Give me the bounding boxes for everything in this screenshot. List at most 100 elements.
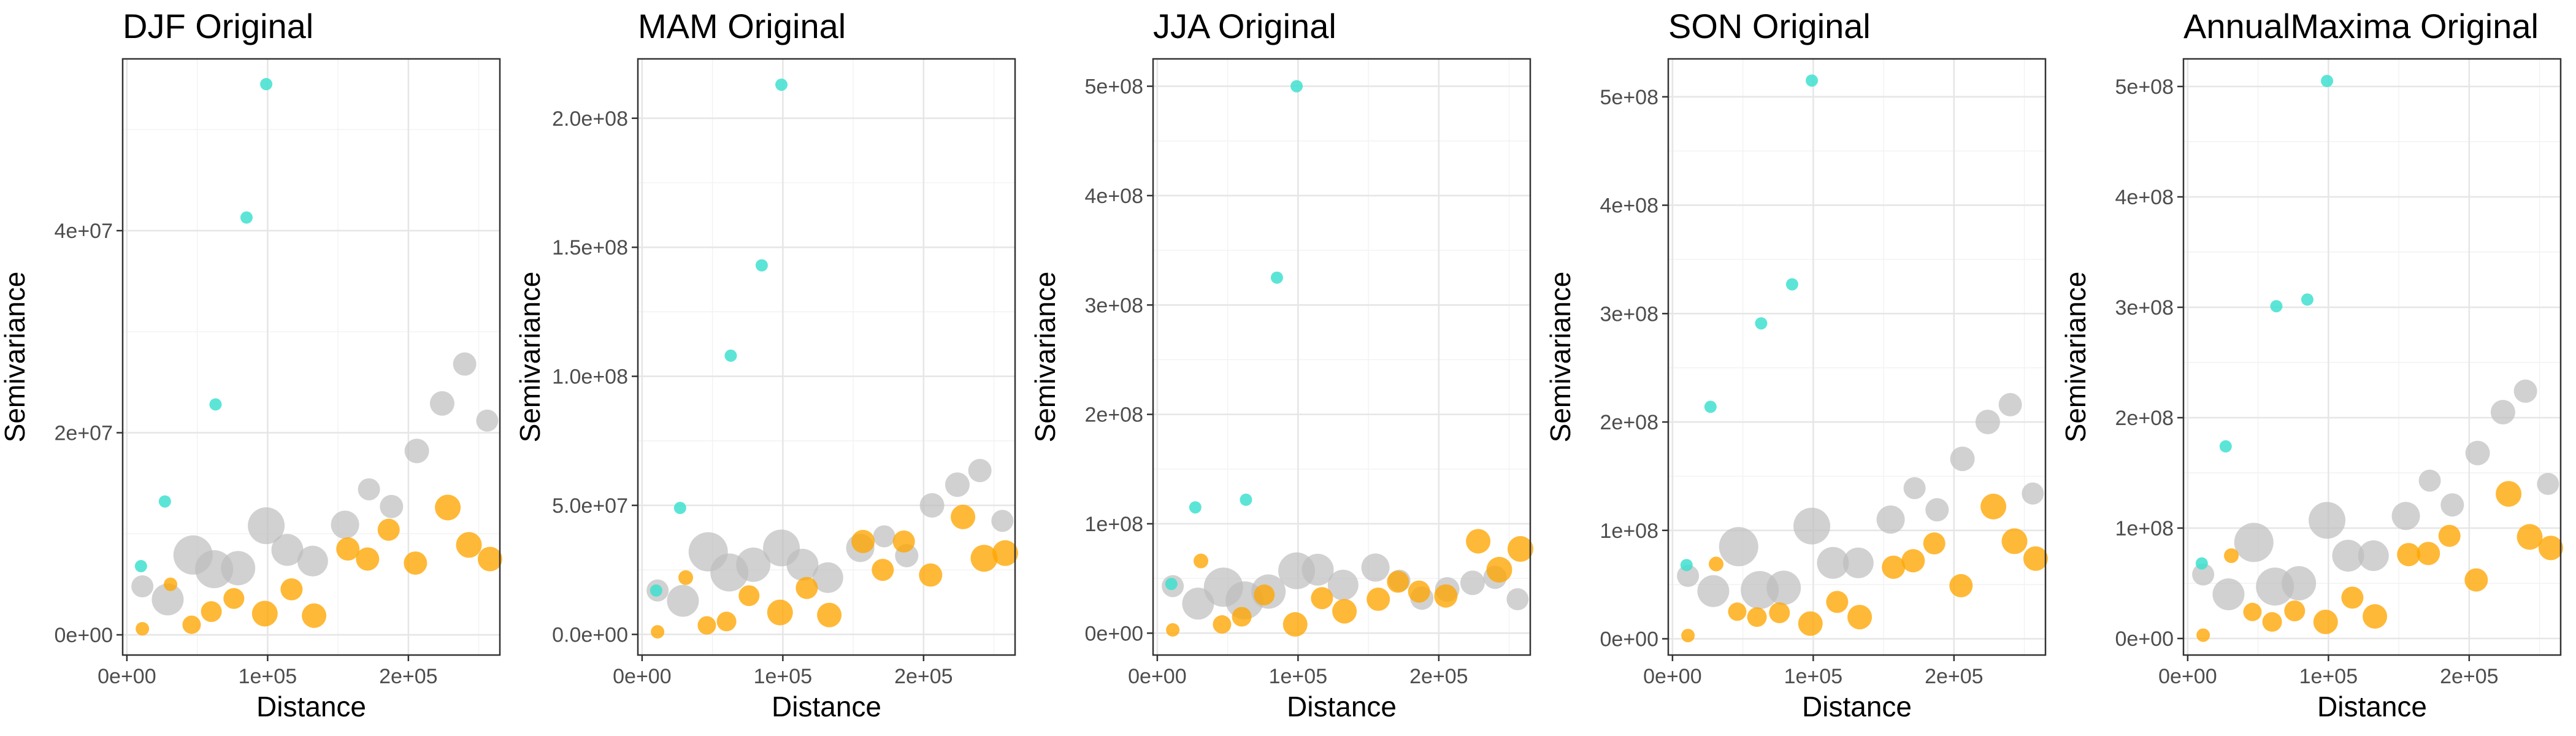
data-point [380,494,404,518]
panel-border [1152,58,1531,656]
x-axis-title: Distance [1802,691,1912,723]
data-point [1709,556,1724,572]
data-point [1806,74,1819,87]
data-point [429,391,454,416]
data-point [812,562,843,593]
x-tick-label: 2e+05 [379,665,438,688]
data-point [873,525,895,548]
data-point [2513,379,2537,403]
chart-panel: 0e+00 1e+05 2e+05 0e+00 2e+07 4e+07 DJF Origin… [0,7,502,723]
data-point [2309,502,2346,539]
data-point [724,349,737,362]
series-bin_low [2196,481,2563,642]
data-point [1842,547,1874,578]
data-point [1361,553,1390,582]
data-point [786,548,819,581]
data-point [1704,401,1717,413]
data-point [2538,535,2563,561]
y-axis-title: Semivariance [514,272,546,443]
data-point [2490,400,2515,424]
y-tick-label: 1e+08 [2115,517,2174,540]
data-point [1327,569,1359,600]
y-tick-label: 0e+00 [2115,627,2174,651]
data-point [477,546,502,572]
data-point [795,577,818,599]
data-point [1290,80,1303,93]
data-point [667,585,699,617]
x-tick-label: 2e+05 [1925,665,1984,688]
x-axis-title: Distance [772,691,881,723]
y-tick-label: 5e+08 [1085,75,1144,99]
x-tick-label: 2e+05 [894,665,953,688]
data-point [151,583,184,616]
data-point [1165,578,1178,591]
data-point [1798,611,1823,636]
data-point [182,615,201,634]
x-tick-label: 0e+00 [2158,665,2217,688]
data-point [736,547,771,582]
y-tick-label: 0e+00 [55,624,113,647]
y-tick-label: 4e+08 [2115,186,2174,209]
data-point [280,578,303,600]
data-point [1282,612,1308,637]
series-outlier [650,79,788,597]
data-point [716,611,737,632]
data-point [892,530,915,553]
y-tick-label: 0e+00 [1085,622,1144,645]
data-point [271,534,304,566]
data-point [435,494,461,521]
data-point [201,601,222,623]
data-point [1747,607,1767,627]
data-point [1270,271,1283,284]
data-point [1925,498,1949,522]
data-point [1998,393,2022,416]
data-point [260,78,273,91]
data-point [1950,447,1975,472]
y-tick-label: 5.0e+07 [552,494,628,518]
data-point [1681,629,1695,643]
data-point [1367,588,1390,611]
data-point [456,532,482,558]
y-tick-label: 2e+08 [2115,407,2174,430]
x-tick-label: 1e+05 [239,665,297,688]
data-point [992,540,1018,566]
data-point [1486,556,1512,583]
data-point [2465,440,2490,466]
y-axis-title: Semivariance [2060,272,2091,443]
data-point [2282,566,2317,600]
series-bin_high [1677,393,2044,609]
data-point [1254,584,1275,605]
chart-panel: 0e+00 1e+05 2e+05 0e+00 1e+08 2e+08 3e+08 4e+08… [1029,7,1533,723]
data-point [1408,580,1430,603]
data-point [951,504,976,529]
data-point [2341,586,2364,609]
data-point [1466,529,1491,554]
data-point [919,563,943,587]
series-bin_high [646,459,1014,617]
data-point [697,616,716,635]
y-tick-label: 1.5e+08 [552,236,628,259]
data-point [1793,507,1831,545]
chart-panel: 0e+00 1e+05 2e+05 0e+00 1e+08 2e+08 3e+08 4e+08… [1544,7,2048,723]
series-outlier [2195,75,2334,570]
panel-border [121,58,501,656]
data-point [1189,501,1202,514]
data-point [158,495,171,508]
y-axis-title: Semivariance [1544,272,1576,443]
data-point [678,570,694,585]
series-bin_low [136,494,502,636]
data-point [651,625,665,639]
y-tick-label: 0e+00 [1600,627,1659,651]
data-point [164,577,178,591]
data-point [1785,278,1798,291]
data-point [221,551,256,586]
x-tick-label: 0e+00 [1128,665,1187,688]
data-point [2224,548,2239,563]
x-tick-label: 1e+05 [2299,665,2358,688]
data-point [2517,524,2543,550]
data-point [1769,602,1790,624]
y-tick-label: 1e+08 [1085,513,1144,536]
data-point [1755,317,1768,330]
